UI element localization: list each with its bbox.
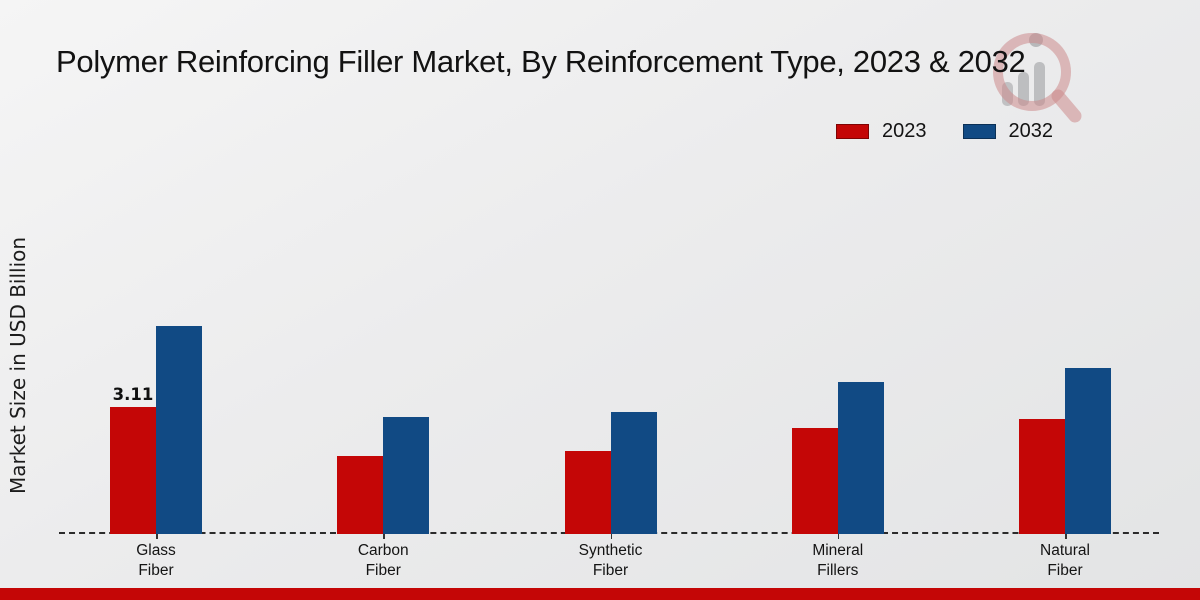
bar-2032-mineral-fillers xyxy=(837,382,884,534)
category-label-carbon-fiber: Carbon Fiber xyxy=(357,542,409,579)
chart-title: Polymer Reinforcing Filler Market, By Re… xyxy=(56,44,1026,79)
x-axis-tick-synthetic-fiber xyxy=(610,534,612,539)
legend-swatch-2023 xyxy=(836,124,869,139)
legend-label-2032: 2032 xyxy=(1008,120,1054,142)
legend: 2023 2032 xyxy=(836,120,1053,143)
magnifier-bar-chart-logo-icon xyxy=(993,33,1082,123)
category-label-mineral-fillers: Mineral Fillers xyxy=(812,542,864,579)
x-axis-tick-mineral-fillers xyxy=(837,534,840,539)
bar-2032-synthetic-fiber xyxy=(610,411,657,534)
x-axis-tick-natural-fiber xyxy=(1065,534,1067,539)
bar-2023-glass-fiber xyxy=(110,406,156,534)
legend-item-2023: 2023 xyxy=(836,120,927,143)
legend-swatch-2032 xyxy=(962,124,996,139)
bar-2023-mineral-fillers xyxy=(791,428,838,534)
bar-2023-carbon-fiber xyxy=(337,456,384,534)
bar-2032-natural-fiber xyxy=(1065,368,1111,534)
footer-accent-bar xyxy=(0,588,1200,600)
bar-2023-natural-fiber xyxy=(1019,419,1065,534)
legend-label-2023: 2023 xyxy=(882,120,927,142)
category-label-glass-fiber: Glass Fiber xyxy=(136,542,176,579)
category-label-natural-fiber: Natural Fiber xyxy=(1040,542,1090,579)
category-label-synthetic-fiber: Synthetic Fiber xyxy=(578,542,643,579)
bar-2023-synthetic-fiber xyxy=(564,451,611,534)
value-label-glass-fiber-2023: 3.11 xyxy=(112,384,154,404)
bar-2032-carbon-fiber xyxy=(383,417,430,534)
x-axis-tick-carbon-fiber xyxy=(383,534,385,539)
legend-item-2032: 2032 xyxy=(962,120,1054,143)
bar-2032-glass-fiber xyxy=(156,325,202,534)
x-axis-tick-glass-fiber xyxy=(156,534,158,539)
